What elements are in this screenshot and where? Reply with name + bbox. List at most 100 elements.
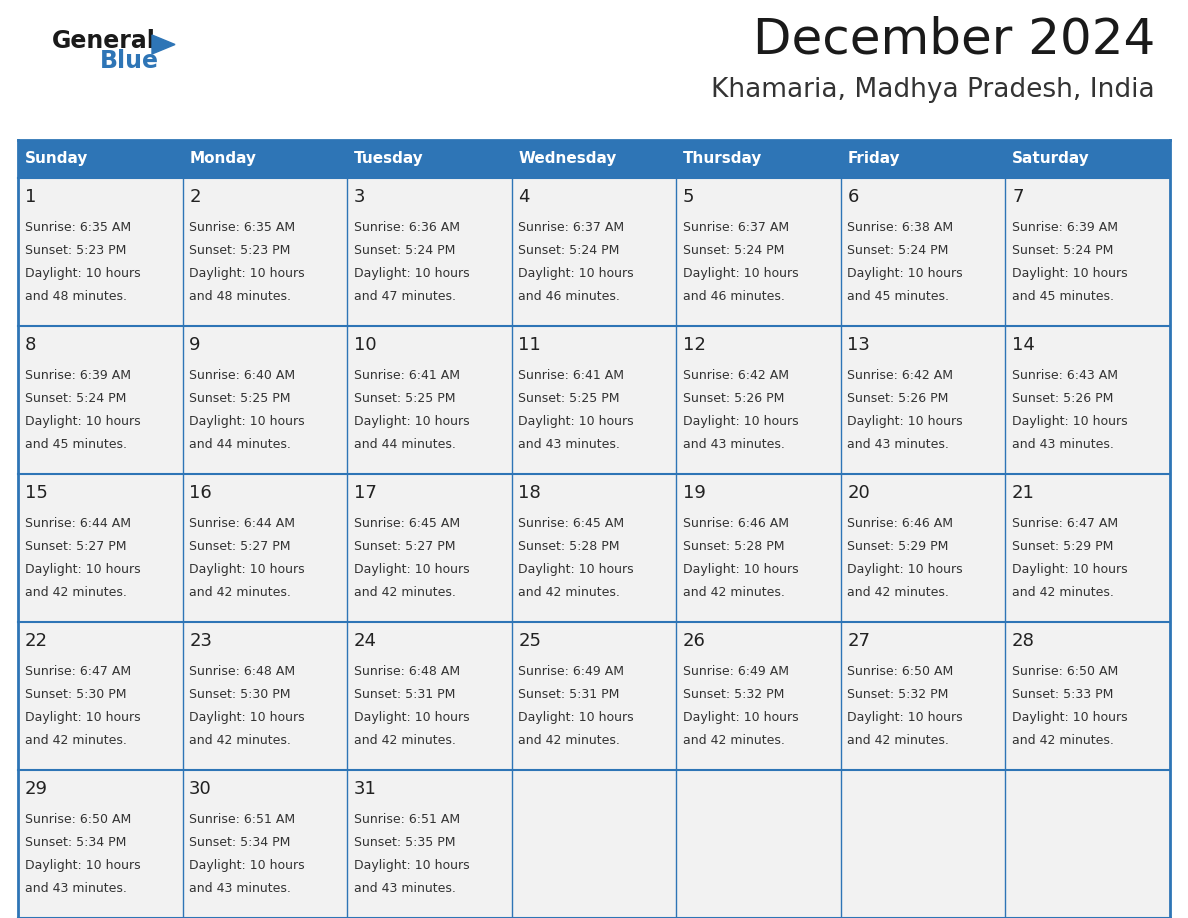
Text: 25: 25: [518, 633, 542, 650]
Text: Sunset: 5:24 PM: Sunset: 5:24 PM: [25, 392, 126, 405]
FancyBboxPatch shape: [676, 474, 841, 622]
Text: and 42 minutes.: and 42 minutes.: [189, 733, 291, 746]
FancyBboxPatch shape: [512, 326, 676, 474]
FancyBboxPatch shape: [347, 140, 512, 178]
FancyBboxPatch shape: [18, 474, 183, 622]
FancyBboxPatch shape: [676, 622, 841, 770]
Text: Sunset: 5:26 PM: Sunset: 5:26 PM: [1012, 392, 1113, 405]
Text: 30: 30: [189, 780, 211, 799]
Text: Thursday: Thursday: [683, 151, 763, 166]
Text: Daylight: 10 hours: Daylight: 10 hours: [354, 415, 469, 428]
FancyBboxPatch shape: [18, 140, 183, 178]
Text: Sunset: 5:31 PM: Sunset: 5:31 PM: [518, 688, 620, 700]
FancyBboxPatch shape: [18, 326, 183, 474]
Text: and 42 minutes.: and 42 minutes.: [25, 733, 126, 746]
Text: Daylight: 10 hours: Daylight: 10 hours: [847, 563, 963, 576]
Text: Sunrise: 6:44 AM: Sunrise: 6:44 AM: [189, 517, 295, 530]
Text: 13: 13: [847, 336, 871, 354]
Text: Sunrise: 6:42 AM: Sunrise: 6:42 AM: [847, 369, 954, 382]
Text: 9: 9: [189, 336, 201, 354]
Text: Sunrise: 6:50 AM: Sunrise: 6:50 AM: [847, 665, 954, 677]
Text: Sunrise: 6:48 AM: Sunrise: 6:48 AM: [354, 665, 460, 677]
Text: Blue: Blue: [100, 49, 159, 73]
Text: Daylight: 10 hours: Daylight: 10 hours: [354, 267, 469, 280]
Text: 8: 8: [25, 336, 36, 354]
Text: Daylight: 10 hours: Daylight: 10 hours: [1012, 267, 1127, 280]
FancyBboxPatch shape: [512, 622, 676, 770]
Text: and 43 minutes.: and 43 minutes.: [683, 438, 785, 451]
Text: Sunrise: 6:50 AM: Sunrise: 6:50 AM: [1012, 665, 1118, 677]
Text: December 2024: December 2024: [753, 15, 1155, 63]
Text: 2: 2: [189, 188, 201, 207]
Text: 15: 15: [25, 485, 48, 502]
Text: Daylight: 10 hours: Daylight: 10 hours: [1012, 415, 1127, 428]
FancyBboxPatch shape: [347, 622, 512, 770]
Text: Daylight: 10 hours: Daylight: 10 hours: [518, 563, 634, 576]
Text: Sunrise: 6:46 AM: Sunrise: 6:46 AM: [683, 517, 789, 530]
Text: and 43 minutes.: and 43 minutes.: [847, 438, 949, 451]
FancyBboxPatch shape: [347, 178, 512, 326]
FancyBboxPatch shape: [1005, 326, 1170, 474]
Text: Daylight: 10 hours: Daylight: 10 hours: [354, 563, 469, 576]
Text: and 42 minutes.: and 42 minutes.: [189, 586, 291, 599]
Text: 31: 31: [354, 780, 377, 799]
Text: Sunset: 5:24 PM: Sunset: 5:24 PM: [847, 244, 949, 257]
FancyBboxPatch shape: [183, 770, 347, 918]
Text: Sunrise: 6:44 AM: Sunrise: 6:44 AM: [25, 517, 131, 530]
Text: Sunset: 5:32 PM: Sunset: 5:32 PM: [683, 688, 784, 700]
Text: and 42 minutes.: and 42 minutes.: [1012, 586, 1114, 599]
Text: Daylight: 10 hours: Daylight: 10 hours: [189, 859, 305, 872]
Text: 21: 21: [1012, 485, 1035, 502]
Text: 23: 23: [189, 633, 213, 650]
FancyBboxPatch shape: [183, 178, 347, 326]
Text: 24: 24: [354, 633, 377, 650]
Text: 4: 4: [518, 188, 530, 207]
Text: Daylight: 10 hours: Daylight: 10 hours: [189, 563, 305, 576]
Text: Sunset: 5:23 PM: Sunset: 5:23 PM: [25, 244, 126, 257]
Text: 10: 10: [354, 336, 377, 354]
Text: Sunrise: 6:35 AM: Sunrise: 6:35 AM: [189, 221, 296, 234]
Text: and 45 minutes.: and 45 minutes.: [847, 290, 949, 303]
Text: and 42 minutes.: and 42 minutes.: [683, 586, 785, 599]
Text: Daylight: 10 hours: Daylight: 10 hours: [189, 267, 305, 280]
Text: Daylight: 10 hours: Daylight: 10 hours: [518, 267, 634, 280]
Text: Sunset: 5:27 PM: Sunset: 5:27 PM: [25, 540, 126, 553]
Text: 12: 12: [683, 336, 706, 354]
Text: 20: 20: [847, 485, 870, 502]
Text: Daylight: 10 hours: Daylight: 10 hours: [847, 267, 963, 280]
Text: and 46 minutes.: and 46 minutes.: [683, 290, 785, 303]
Text: 28: 28: [1012, 633, 1035, 650]
Text: Sunset: 5:24 PM: Sunset: 5:24 PM: [518, 244, 620, 257]
Text: 3: 3: [354, 188, 365, 207]
Text: and 45 minutes.: and 45 minutes.: [25, 438, 127, 451]
FancyBboxPatch shape: [183, 140, 347, 178]
Text: Daylight: 10 hours: Daylight: 10 hours: [25, 859, 140, 872]
FancyBboxPatch shape: [512, 140, 676, 178]
Text: and 48 minutes.: and 48 minutes.: [25, 290, 127, 303]
FancyBboxPatch shape: [841, 474, 1005, 622]
Text: Sunrise: 6:37 AM: Sunrise: 6:37 AM: [683, 221, 789, 234]
Text: 27: 27: [847, 633, 871, 650]
Text: Tuesday: Tuesday: [354, 151, 423, 166]
Text: Sunset: 5:34 PM: Sunset: 5:34 PM: [25, 836, 126, 849]
Text: and 42 minutes.: and 42 minutes.: [354, 733, 456, 746]
Text: and 43 minutes.: and 43 minutes.: [189, 882, 291, 895]
Text: Sunrise: 6:50 AM: Sunrise: 6:50 AM: [25, 813, 131, 826]
Text: Sunset: 5:26 PM: Sunset: 5:26 PM: [683, 392, 784, 405]
Text: and 43 minutes.: and 43 minutes.: [1012, 438, 1114, 451]
Text: Sunset: 5:30 PM: Sunset: 5:30 PM: [189, 688, 291, 700]
Text: Daylight: 10 hours: Daylight: 10 hours: [683, 563, 798, 576]
Text: and 42 minutes.: and 42 minutes.: [354, 586, 456, 599]
FancyBboxPatch shape: [676, 326, 841, 474]
Text: and 42 minutes.: and 42 minutes.: [683, 733, 785, 746]
Text: 14: 14: [1012, 336, 1035, 354]
FancyBboxPatch shape: [18, 178, 183, 326]
Text: Sunset: 5:35 PM: Sunset: 5:35 PM: [354, 836, 455, 849]
Text: Sunset: 5:28 PM: Sunset: 5:28 PM: [683, 540, 784, 553]
Text: Sunrise: 6:43 AM: Sunrise: 6:43 AM: [1012, 369, 1118, 382]
Text: 19: 19: [683, 485, 706, 502]
Text: and 46 minutes.: and 46 minutes.: [518, 290, 620, 303]
Text: Wednesday: Wednesday: [518, 151, 617, 166]
Text: Saturday: Saturday: [1012, 151, 1089, 166]
Text: Sunrise: 6:51 AM: Sunrise: 6:51 AM: [189, 813, 296, 826]
